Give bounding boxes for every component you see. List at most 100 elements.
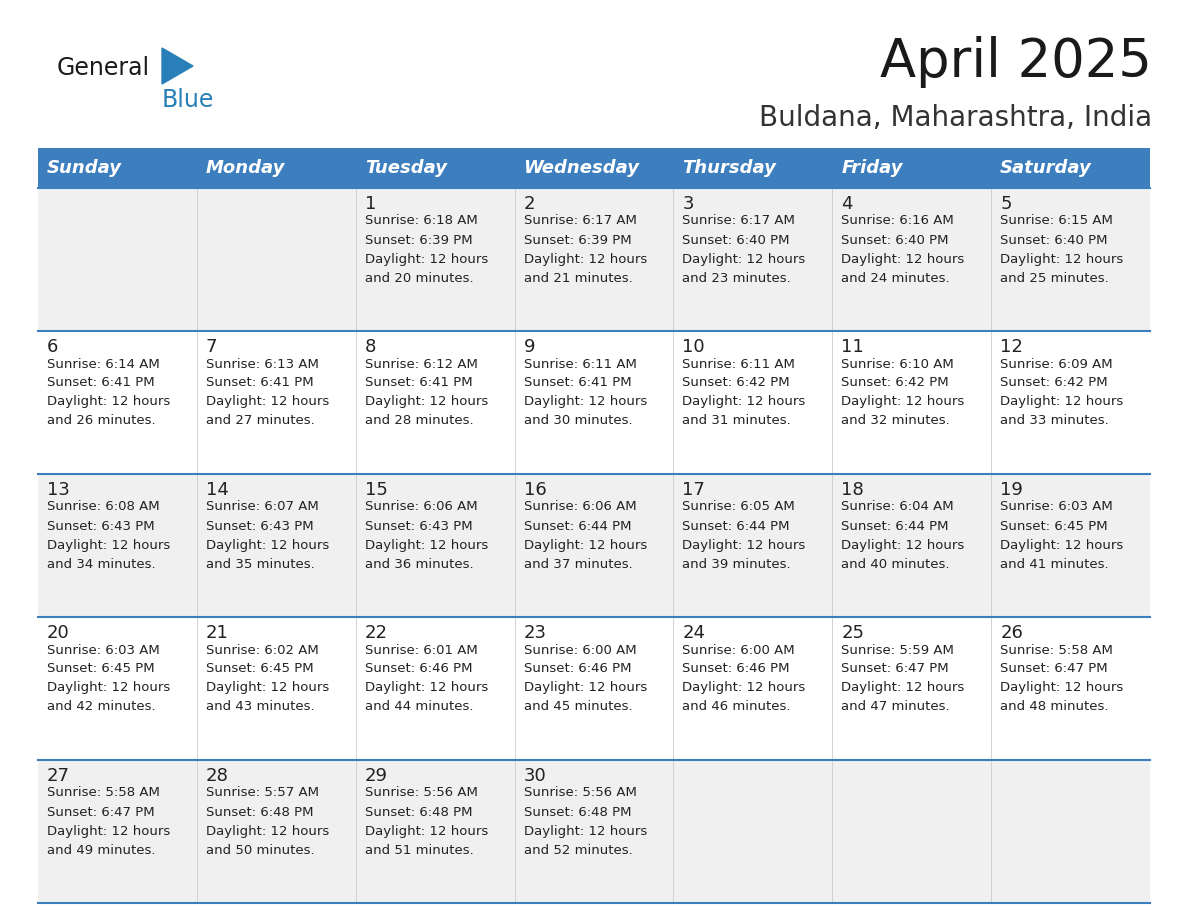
Bar [38,474,1150,617]
Text: Friday: Friday [841,159,903,177]
Text: Sunset: 6:41 PM: Sunset: 6:41 PM [365,376,473,389]
Text: and 27 minutes.: and 27 minutes. [206,415,315,428]
Text: and 26 minutes.: and 26 minutes. [48,415,156,428]
Text: Daylight: 12 hours: Daylight: 12 hours [1000,252,1124,265]
Text: Daylight: 12 hours: Daylight: 12 hours [1000,396,1124,409]
Text: Sunrise: 6:11 AM: Sunrise: 6:11 AM [524,357,637,371]
Text: Sunrise: 6:17 AM: Sunrise: 6:17 AM [524,215,637,228]
Text: Monday: Monday [206,159,285,177]
Text: Sunday: Sunday [48,159,122,177]
Text: 25: 25 [841,624,865,642]
Text: Sunset: 6:48 PM: Sunset: 6:48 PM [524,805,631,819]
Text: and 44 minutes.: and 44 minutes. [365,700,473,713]
Text: 16: 16 [524,481,546,499]
Text: Sunrise: 6:04 AM: Sunrise: 6:04 AM [841,500,954,513]
Text: 13: 13 [48,481,70,499]
Text: and 32 minutes.: and 32 minutes. [841,415,950,428]
Text: Daylight: 12 hours: Daylight: 12 hours [524,396,646,409]
Text: Daylight: 12 hours: Daylight: 12 hours [524,824,646,837]
Text: April 2025: April 2025 [880,36,1152,88]
Text: and 43 minutes.: and 43 minutes. [206,700,315,713]
Text: Daylight: 12 hours: Daylight: 12 hours [365,681,488,695]
Bar [38,331,1150,474]
Text: 22: 22 [365,624,387,642]
Text: 4: 4 [841,195,853,213]
Text: Sunset: 6:44 PM: Sunset: 6:44 PM [524,520,631,532]
Text: Sunset: 6:46 PM: Sunset: 6:46 PM [682,663,790,676]
Text: Daylight: 12 hours: Daylight: 12 hours [1000,539,1124,552]
Text: and 51 minutes.: and 51 minutes. [365,844,474,856]
Text: and 31 minutes.: and 31 minutes. [682,415,791,428]
Text: Sunrise: 6:06 AM: Sunrise: 6:06 AM [365,500,478,513]
Text: Sunrise: 6:08 AM: Sunrise: 6:08 AM [48,500,159,513]
Text: and 36 minutes.: and 36 minutes. [365,557,473,570]
Text: Daylight: 12 hours: Daylight: 12 hours [841,539,965,552]
Text: and 30 minutes.: and 30 minutes. [524,415,632,428]
Text: Sunset: 6:44 PM: Sunset: 6:44 PM [682,520,790,532]
Text: and 35 minutes.: and 35 minutes. [206,557,315,570]
Bar [38,188,1150,331]
Text: Sunset: 6:41 PM: Sunset: 6:41 PM [206,376,314,389]
Text: 14: 14 [206,481,229,499]
Text: 3: 3 [682,195,694,213]
Text: Daylight: 12 hours: Daylight: 12 hours [682,252,805,265]
Text: Daylight: 12 hours: Daylight: 12 hours [48,539,170,552]
Text: Sunset: 6:43 PM: Sunset: 6:43 PM [365,520,473,532]
Text: 6: 6 [48,338,58,356]
Text: Sunset: 6:42 PM: Sunset: 6:42 PM [841,376,949,389]
Text: Sunrise: 6:05 AM: Sunrise: 6:05 AM [682,500,795,513]
Text: Sunrise: 6:06 AM: Sunrise: 6:06 AM [524,500,637,513]
Text: Daylight: 12 hours: Daylight: 12 hours [206,539,329,552]
Text: Daylight: 12 hours: Daylight: 12 hours [206,681,329,695]
Text: Sunrise: 6:09 AM: Sunrise: 6:09 AM [1000,357,1113,371]
Text: Sunset: 6:47 PM: Sunset: 6:47 PM [841,663,949,676]
Text: Tuesday: Tuesday [365,159,447,177]
Text: and 34 minutes.: and 34 minutes. [48,557,156,570]
Text: Sunrise: 6:10 AM: Sunrise: 6:10 AM [841,357,954,371]
Text: Sunrise: 6:12 AM: Sunrise: 6:12 AM [365,357,478,371]
Text: Daylight: 12 hours: Daylight: 12 hours [206,396,329,409]
Text: Blue: Blue [162,88,214,112]
Text: Daylight: 12 hours: Daylight: 12 hours [841,396,965,409]
Text: Sunset: 6:48 PM: Sunset: 6:48 PM [206,805,314,819]
Text: and 33 minutes.: and 33 minutes. [1000,415,1108,428]
Text: 24: 24 [682,624,706,642]
Text: 12: 12 [1000,338,1023,356]
Text: Sunset: 6:42 PM: Sunset: 6:42 PM [1000,376,1107,389]
Text: Sunset: 6:45 PM: Sunset: 6:45 PM [206,663,314,676]
Text: 30: 30 [524,767,546,785]
Bar [197,148,355,188]
Text: Sunrise: 6:03 AM: Sunrise: 6:03 AM [48,644,159,656]
Text: Sunset: 6:44 PM: Sunset: 6:44 PM [841,520,949,532]
Text: Daylight: 12 hours: Daylight: 12 hours [524,681,646,695]
Bar [514,148,674,188]
Text: Sunset: 6:41 PM: Sunset: 6:41 PM [48,376,154,389]
Text: 1: 1 [365,195,377,213]
Text: Sunrise: 6:02 AM: Sunrise: 6:02 AM [206,644,318,656]
Text: and 24 minutes.: and 24 minutes. [841,272,950,285]
Text: Daylight: 12 hours: Daylight: 12 hours [841,252,965,265]
Text: and 37 minutes.: and 37 minutes. [524,557,632,570]
Text: Daylight: 12 hours: Daylight: 12 hours [524,539,646,552]
Text: Daylight: 12 hours: Daylight: 12 hours [682,681,805,695]
Text: 23: 23 [524,624,546,642]
Text: and 25 minutes.: and 25 minutes. [1000,272,1108,285]
Text: 20: 20 [48,624,70,642]
Text: and 39 minutes.: and 39 minutes. [682,557,791,570]
Text: 5: 5 [1000,195,1012,213]
Text: 11: 11 [841,338,864,356]
Text: 21: 21 [206,624,229,642]
Text: Sunrise: 6:00 AM: Sunrise: 6:00 AM [682,644,795,656]
Text: and 40 minutes.: and 40 minutes. [841,557,949,570]
Text: Sunrise: 6:18 AM: Sunrise: 6:18 AM [365,215,478,228]
Text: Sunset: 6:45 PM: Sunset: 6:45 PM [48,663,154,676]
Text: and 52 minutes.: and 52 minutes. [524,844,632,856]
Text: Sunset: 6:40 PM: Sunset: 6:40 PM [841,233,949,247]
Text: Sunset: 6:41 PM: Sunset: 6:41 PM [524,376,631,389]
Text: 15: 15 [365,481,387,499]
Text: Sunset: 6:39 PM: Sunset: 6:39 PM [365,233,473,247]
Text: Daylight: 12 hours: Daylight: 12 hours [682,396,805,409]
Text: Sunset: 6:46 PM: Sunset: 6:46 PM [524,663,631,676]
Text: 28: 28 [206,767,229,785]
Text: and 20 minutes.: and 20 minutes. [365,272,473,285]
